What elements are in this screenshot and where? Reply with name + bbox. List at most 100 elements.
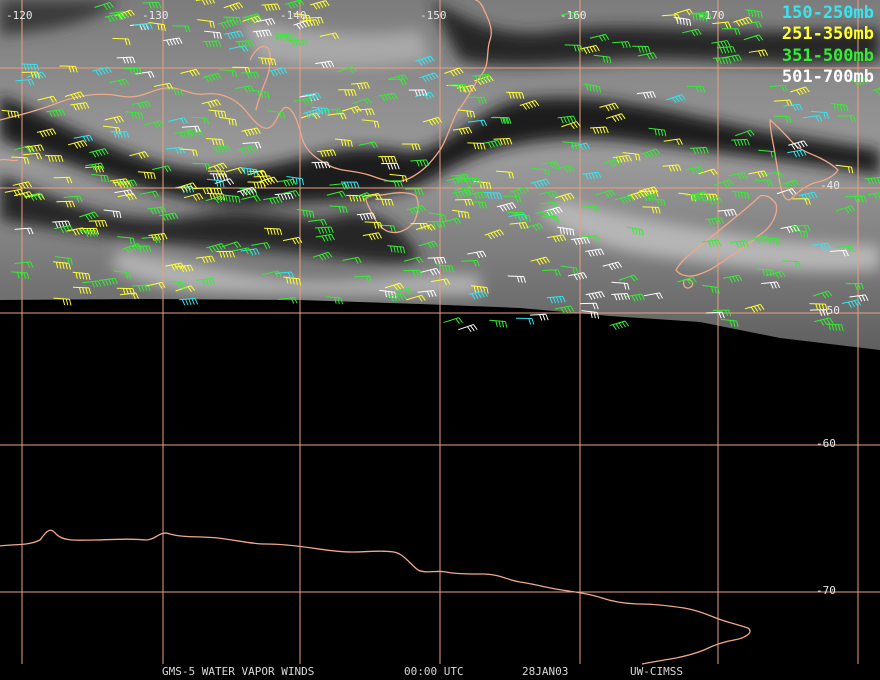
wind-barb — [219, 69, 238, 77]
wind-barb — [580, 45, 600, 54]
wind-barb — [418, 240, 439, 249]
wind-barb — [467, 142, 486, 150]
legend-entry-501-700: 501-700mb — [781, 67, 874, 87]
wind-barb — [222, 194, 241, 203]
wind-barb — [113, 270, 132, 279]
wind-barb — [809, 309, 829, 316]
wind-barb — [314, 226, 334, 234]
wind-barb — [104, 115, 124, 124]
wind-barb — [251, 242, 271, 250]
caption-source: UW-CIMSS — [630, 665, 683, 678]
wind-barb — [731, 138, 750, 147]
wind-barb — [830, 102, 849, 112]
wind-barb — [112, 37, 131, 46]
wind-barb — [555, 165, 575, 173]
caption-time: 00:00 UTC — [404, 665, 464, 678]
wind-barb — [20, 63, 40, 71]
wind-barb — [581, 310, 600, 319]
caption-date: 28JAN03 — [522, 665, 569, 678]
wind-barb — [196, 277, 216, 286]
wind-barb — [638, 186, 659, 195]
wind-barb — [262, 270, 282, 278]
wind-barb — [329, 205, 348, 214]
wind-barb — [11, 271, 30, 280]
wind-barb — [557, 115, 577, 124]
wind-barb — [303, 108, 323, 118]
wind-barb — [706, 311, 725, 319]
wind-barb — [329, 182, 349, 190]
wind-barb — [450, 173, 470, 182]
wind-barb — [430, 278, 451, 286]
wind-barb — [327, 112, 347, 120]
wind-barb — [602, 261, 623, 271]
wind-barb — [666, 94, 686, 104]
wind-barb — [193, 187, 213, 195]
wind-barb — [452, 209, 470, 219]
wind-barb — [362, 232, 383, 241]
wind-barb — [872, 87, 880, 95]
wind-barb — [603, 158, 623, 167]
wind-barb — [184, 128, 204, 137]
wind-barb — [403, 269, 422, 277]
wind-barb — [205, 137, 225, 146]
wind-barb — [37, 95, 57, 103]
wind-barb — [377, 224, 396, 233]
wind-barb — [110, 178, 130, 187]
wind-barb — [625, 293, 645, 302]
wind-barb — [758, 149, 777, 159]
wind-barb — [728, 172, 748, 180]
wind-barb — [358, 141, 379, 149]
lat-label: -70 — [816, 584, 836, 597]
wind-barb — [116, 56, 136, 64]
wind-barb — [643, 292, 664, 300]
wind-barb — [698, 168, 718, 176]
wind-barb — [181, 125, 201, 133]
wind-barb — [342, 105, 362, 114]
wind-barb — [472, 73, 492, 82]
wind-barb — [163, 37, 183, 46]
wind-barb — [14, 227, 34, 235]
wind-barb — [219, 116, 237, 126]
wind-barb — [749, 235, 770, 244]
wind-barb — [415, 55, 435, 66]
wind-barb — [611, 281, 630, 290]
wind-barb — [201, 99, 221, 108]
wind-barb — [273, 33, 292, 42]
wind-barb — [612, 154, 632, 164]
wind-barb — [849, 294, 869, 302]
wind-barb — [53, 297, 72, 306]
wind-barb — [848, 195, 867, 203]
wind-barb — [803, 114, 823, 122]
wind-barb — [284, 0, 305, 10]
wind-barb — [647, 198, 666, 207]
wind-barb — [745, 9, 763, 18]
wind-barb — [791, 224, 811, 232]
wind-barb — [722, 54, 742, 62]
wind-barb — [103, 209, 122, 219]
wind-barb — [825, 323, 844, 332]
wind-barb — [63, 195, 83, 203]
wind-barb — [467, 119, 488, 127]
wind-barb — [848, 77, 868, 86]
wind-barb — [787, 149, 807, 158]
wind-barb — [627, 190, 648, 201]
wind-barb — [515, 317, 535, 325]
wind-barb — [224, 30, 244, 40]
wind-barb — [705, 217, 725, 226]
wind-barb — [546, 234, 567, 243]
coast-australia-west — [0, 158, 19, 162]
wind-barb — [595, 189, 616, 198]
lat-lon-grid — [0, 0, 880, 664]
lat-label: -50 — [820, 304, 840, 317]
wind-barb — [72, 286, 92, 295]
wind-barb — [712, 21, 732, 29]
wind-barb — [428, 212, 447, 222]
wind-barb — [632, 45, 651, 53]
wind-barb — [195, 255, 215, 264]
wind-barb — [570, 237, 590, 246]
wind-barb — [296, 208, 315, 218]
coast-australia-south — [0, 0, 492, 183]
wind-barb — [748, 49, 769, 57]
wind-barb — [496, 202, 517, 212]
